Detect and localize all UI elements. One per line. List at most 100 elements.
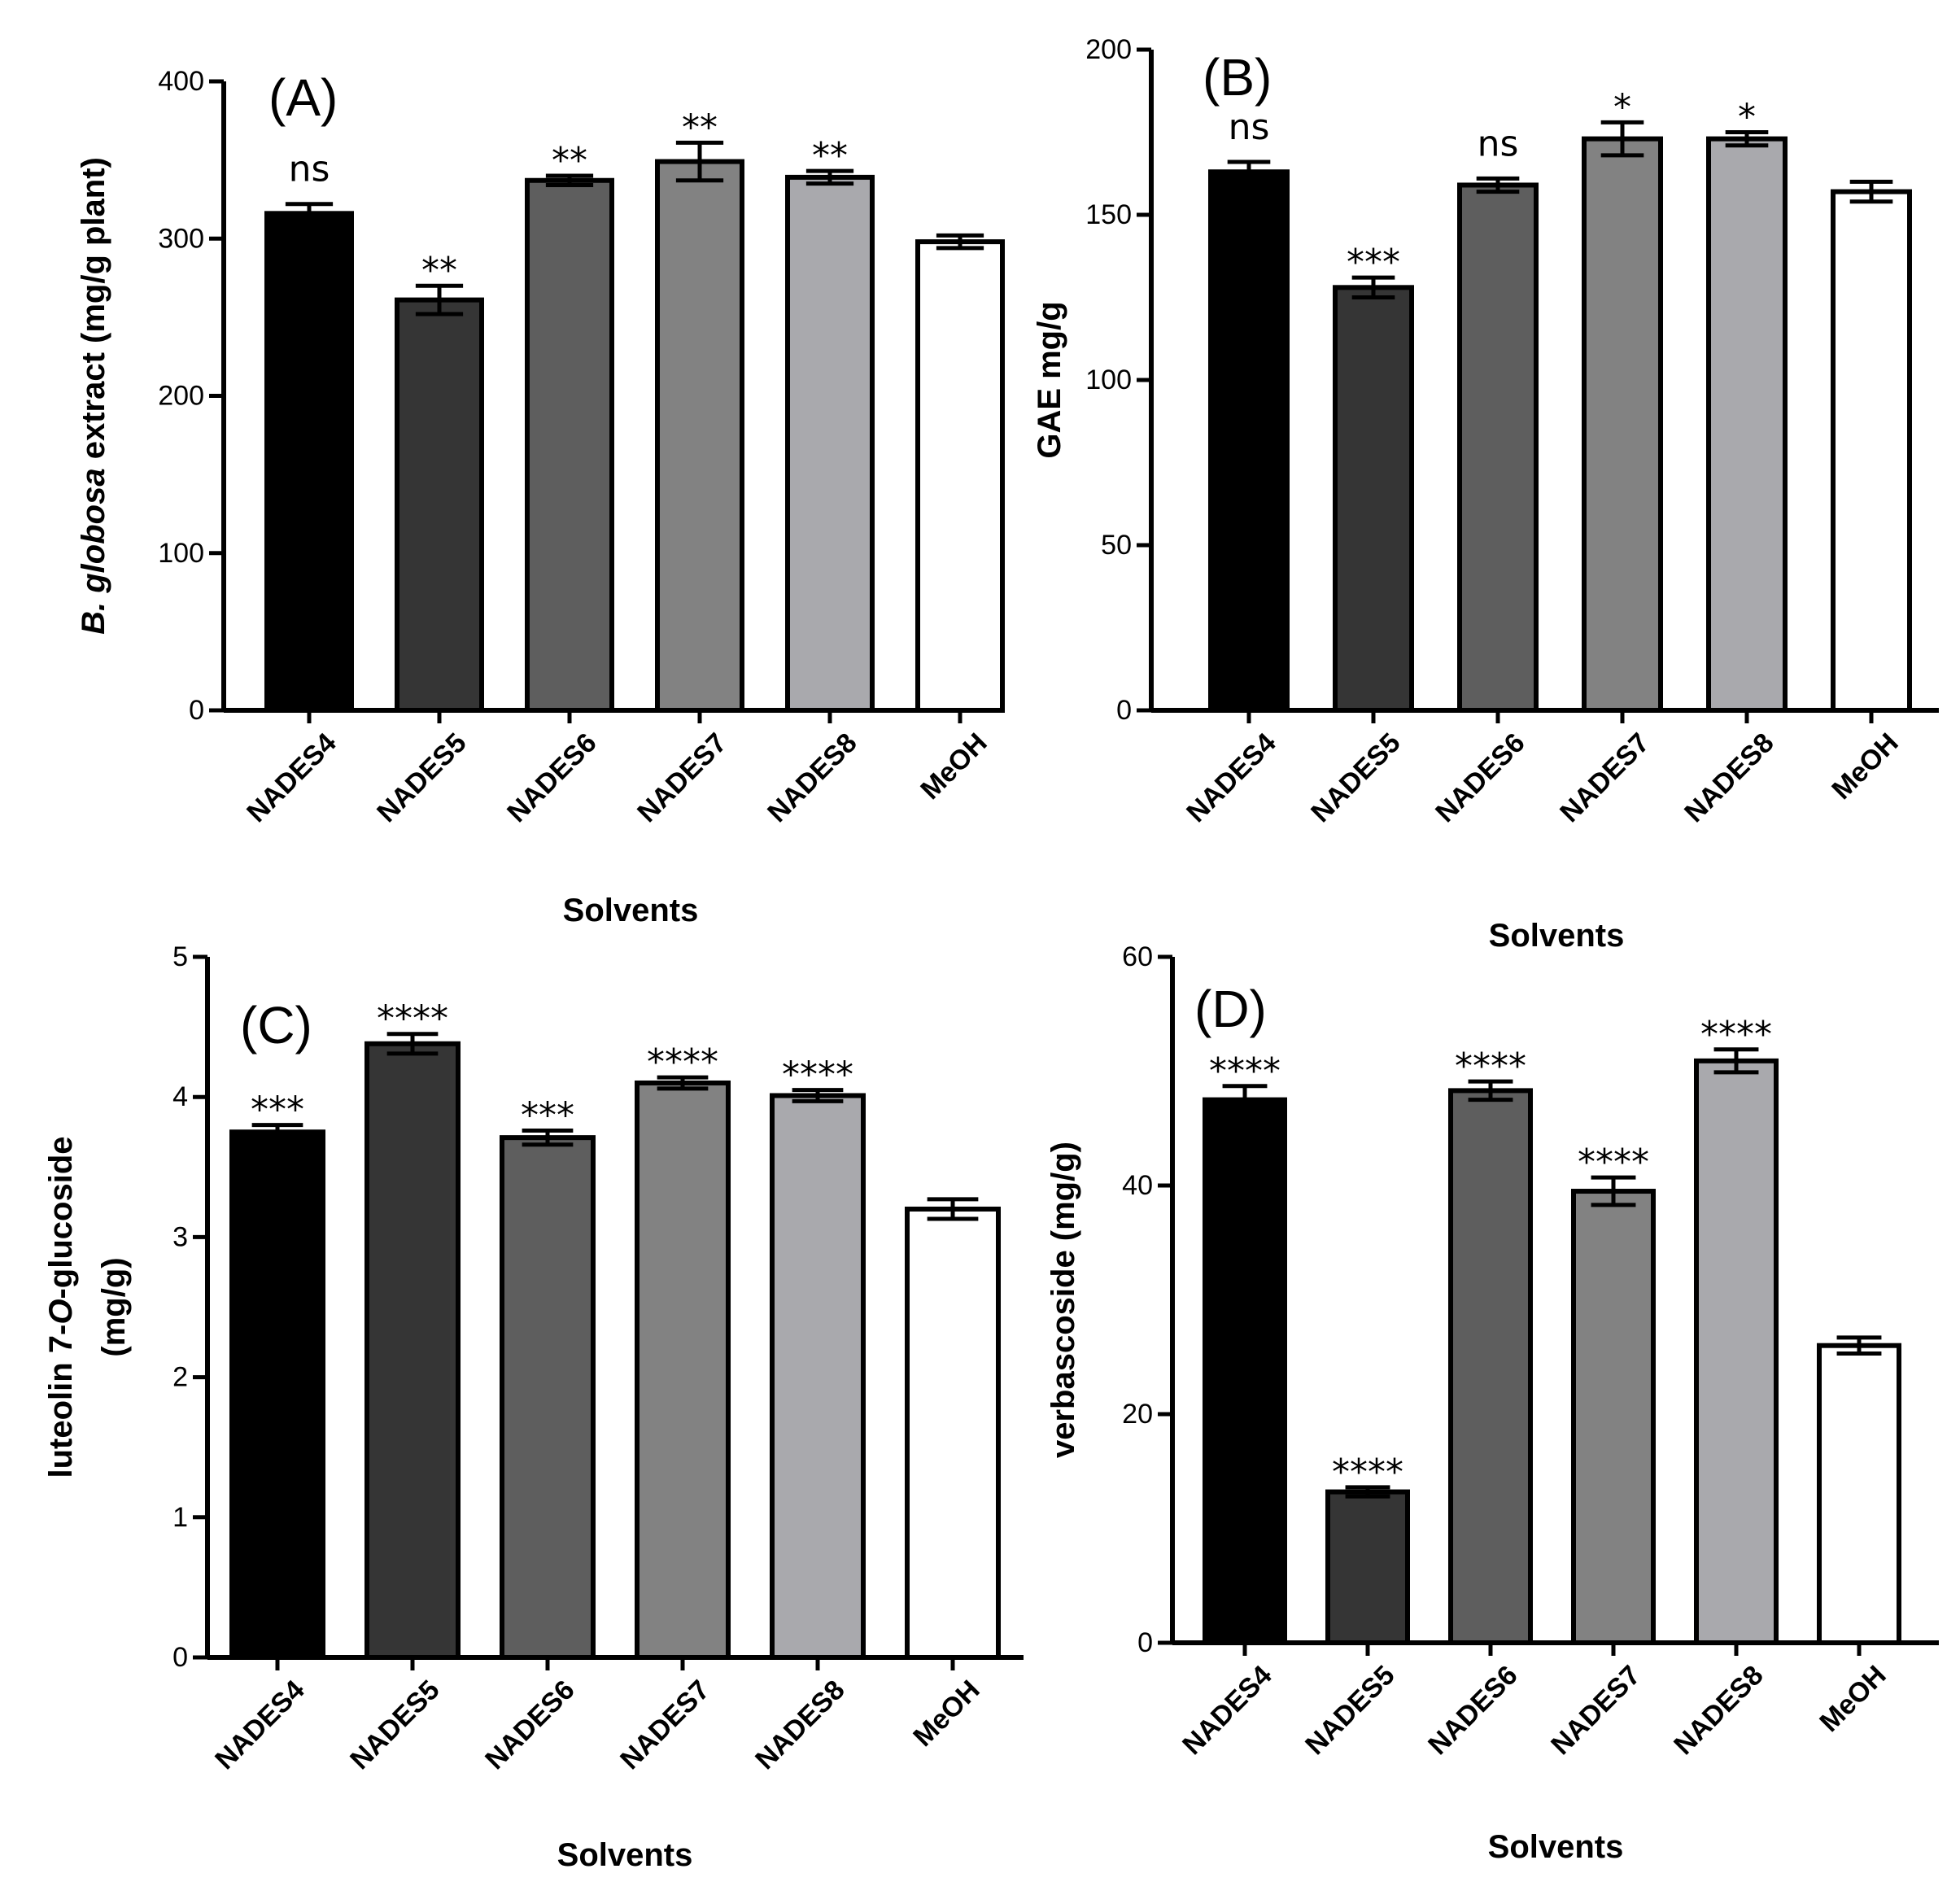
panel-a-y-tick-label-200: 200 [158, 381, 204, 412]
panel-a-category-label-nades7: NADES7 [631, 727, 732, 828]
panel-b-significance-nades5: *** [1347, 242, 1400, 283]
panel-a-y-tick-label-400: 400 [158, 66, 204, 97]
panel-c-y-tick-label-3: 3 [172, 1221, 188, 1252]
panel-c-chart: *** NADES4 **** NADES5 *** NADES6 **** NADES7 **… [43, 941, 1024, 1873]
panel-a-significance-nades7: ** [682, 107, 718, 148]
panel-d-category-label-meoh: MeOH [1814, 1660, 1892, 1738]
panel-c-panel-label: (C) [240, 996, 312, 1055]
panel-d-bar-nades5 [1325, 1489, 1410, 1646]
panel-a-significance-nades5: ** [421, 250, 457, 291]
panel-a-y-tick-label-100: 100 [158, 538, 204, 569]
panel-b-bar-nades8 [1706, 136, 1788, 713]
panel-a-bar-nades6 [525, 177, 614, 713]
panel-d-chart: **** NADES4 **** NADES5 **** NADES6 **** NADES7… [1045, 941, 1939, 1865]
panel-d-x-axis-label: Solvents [1488, 1829, 1624, 1865]
panel-b-bar-meoh [1831, 189, 1912, 713]
panel-b-y-tick-label-100: 100 [1085, 365, 1132, 395]
panel-a-significance-nades4: ns [289, 149, 330, 190]
panel-c-category-label-nades6: NADES6 [479, 1675, 580, 1775]
panel-d-category-label-nades6: NADES6 [1422, 1660, 1523, 1761]
panel-a-error-bar-nades6 [545, 173, 594, 188]
panel-b-error-bar-nades7 [1600, 120, 1644, 158]
panel-b-error-bar-nades6 [1476, 176, 1520, 194]
panel-a-error-bar-nades8 [805, 168, 854, 186]
panel-b-error-bar-nades4 [1227, 159, 1271, 184]
panel-b-chart: ns NADES4 *** NADES5 ns NADES6 * NADES7 * NADES8 M… [1032, 34, 1939, 954]
panel-a-error-bar-nades5 [415, 283, 464, 317]
panel-d-bar-nades8 [1694, 1058, 1779, 1645]
panel-b-error-bar-meoh [1849, 179, 1893, 204]
panel-d-y-tick-label-40: 40 [1122, 1170, 1153, 1201]
panel-d-error-bar-nades5 [1345, 1485, 1390, 1499]
panel-b-significance-nades7: * [1613, 86, 1631, 128]
panel-a-significance-nades8: ** [812, 135, 848, 177]
panel-d-bar-nades6 [1448, 1088, 1533, 1645]
panel-d-bar-nades4 [1203, 1097, 1287, 1645]
panel-c-y-tick-label-2: 2 [172, 1362, 188, 1393]
panel-b-y-tick-label-0: 0 [1116, 695, 1132, 726]
panel-d-significance-nades4: **** [1209, 1050, 1281, 1092]
panel-c-error-bar-meoh [927, 1197, 979, 1221]
panel-a-chart: ns NADES4 ** NADES5 ** NADES6 ** NADES7 ** NADES8… [76, 66, 1005, 928]
panel-b-category-label-nades8: NADES8 [1678, 727, 1779, 828]
panel-c-category-label-nades5: NADES5 [344, 1675, 445, 1775]
panel-d-panel-label: (D) [1194, 980, 1267, 1038]
panel-b-bar-nades5 [1333, 285, 1414, 713]
panel-b-category-label-nades6: NADES6 [1430, 727, 1530, 828]
panel-b-bar-nades6 [1457, 182, 1539, 713]
panel-b-category-label-nades5: NADES5 [1305, 727, 1406, 828]
panel-a-error-bar-meoh [936, 233, 984, 251]
panel-b-significance-nades4: ns [1229, 107, 1270, 148]
panel-d-category-label-nades7: NADES7 [1545, 1660, 1646, 1761]
panel-d-y-axis-label: verbascoside (mg/g) [1045, 1142, 1081, 1458]
panel-c-significance-nades7: **** [647, 1041, 718, 1083]
panel-a-panel-label: (A) [268, 68, 338, 127]
panel-c-y-axis-label: luteolin 7-O-glucoside [43, 1136, 79, 1478]
panel-d-error-bar-nades7 [1591, 1175, 1636, 1207]
panel-c-significance-nades5: **** [377, 998, 448, 1040]
panel-a-y-tick-label-0: 0 [189, 695, 204, 726]
panel-a-bar-nades5 [395, 297, 484, 713]
panel-c-category-label-meoh: MeOH [907, 1675, 985, 1753]
panel-b-x-axis-label: Solvents [1489, 918, 1625, 954]
panel-d-bar-nades7 [1571, 1189, 1656, 1645]
panel-b-category-label-nades4: NADES4 [1181, 727, 1281, 828]
panel-d-category-label-nades5: NADES5 [1299, 1660, 1400, 1761]
panel-c-error-bar-nades4 [251, 1123, 303, 1142]
panel-a-bar-nades4 [264, 211, 354, 713]
panel-c-y-axis-label-unit: (mg/g) [96, 1257, 132, 1356]
panel-a-category-label-meoh: MeOH [915, 727, 993, 806]
panel-b-category-label-meoh: MeOH [1826, 727, 1904, 806]
panel-d-error-bar-nades8 [1713, 1047, 1759, 1075]
panel-d-y-tick-label-20: 20 [1122, 1399, 1153, 1430]
panel-b-significance-nades8: * [1738, 97, 1756, 138]
panel-c-category-label-nades8: NADES8 [749, 1675, 850, 1775]
panel-c-category-label-nades7: NADES7 [614, 1675, 715, 1775]
panel-a-error-bar-nades7 [675, 140, 724, 183]
panel-d-error-bar-nades4 [1222, 1084, 1268, 1116]
panel-c-significance-nades8: **** [782, 1055, 853, 1096]
panel-a-x-axis-label: Solvents [563, 893, 699, 928]
panel-b-significance-nades6: ns [1478, 123, 1519, 164]
panel-c-error-bar-nades6 [522, 1129, 574, 1147]
panel-b-y-axis-label: GAE mg/g [1032, 301, 1067, 458]
panel-b-y-tick-label-200: 200 [1085, 34, 1132, 65]
panel-c-y-tick-label-0: 0 [172, 1642, 188, 1673]
panel-c-y-tick-label-5: 5 [172, 941, 188, 972]
panel-b-y-tick-label-50: 50 [1101, 530, 1132, 561]
panel-c-error-bar-nades5 [386, 1032, 439, 1056]
panel-d-error-bar-nades6 [1468, 1079, 1513, 1103]
panel-d-significance-nades8: **** [1700, 1014, 1772, 1055]
panel-c-bar-nades7 [635, 1080, 731, 1660]
panel-c-error-bar-nades8 [792, 1088, 844, 1103]
panel-a-category-label-nades6: NADES6 [501, 727, 602, 828]
panel-b-y-tick-label-150: 150 [1085, 199, 1132, 230]
panel-a-category-label-nades4: NADES4 [241, 727, 342, 828]
panel-d-category-label-nades4: NADES4 [1176, 1660, 1277, 1761]
panel-c-bar-nades8 [770, 1093, 866, 1660]
panel-c-bar-meoh [905, 1206, 1001, 1660]
panel-a-category-label-nades5: NADES5 [371, 727, 472, 828]
panel-b-error-bar-nades8 [1725, 130, 1769, 148]
panel-d-significance-nades7: **** [1578, 1142, 1649, 1183]
